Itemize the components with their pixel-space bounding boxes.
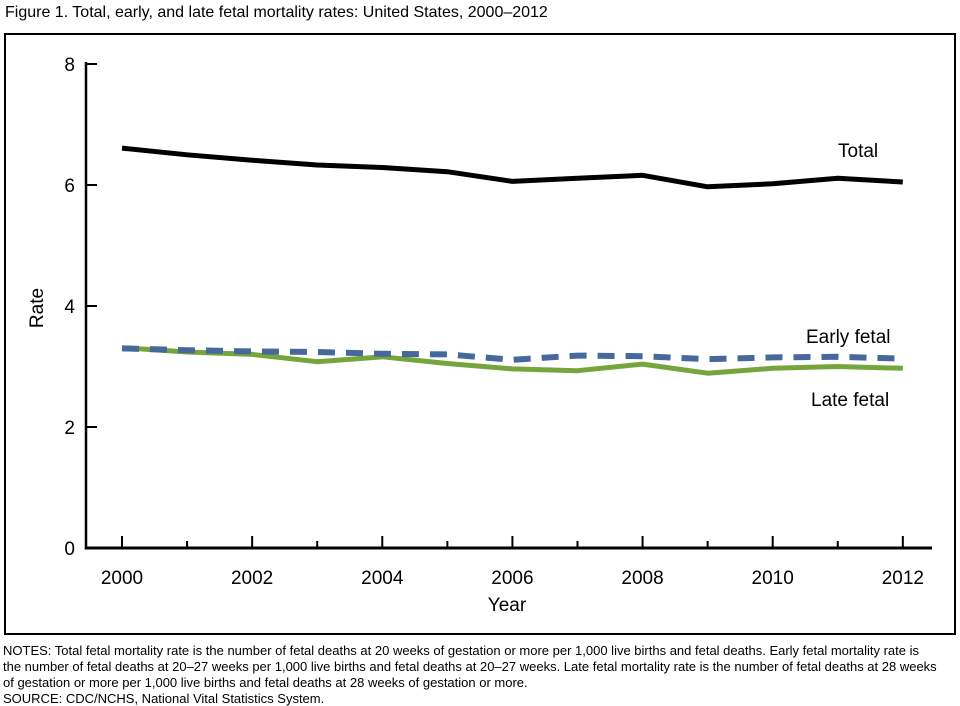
y-tick-label: 6 bbox=[64, 176, 75, 197]
x-tick-label: 2002 bbox=[231, 568, 273, 589]
y-tick-label: 0 bbox=[64, 539, 75, 560]
series-line-total bbox=[121, 145, 903, 190]
y-tick-label: 4 bbox=[64, 297, 75, 318]
series-line-early-fetal bbox=[121, 345, 903, 363]
series-label-late-fetal: Late fetal bbox=[811, 390, 890, 411]
x-tick-label: 2006 bbox=[491, 568, 533, 589]
y-tick-label: 8 bbox=[64, 55, 75, 76]
notes-line: NOTES: Total fetal mortality rate is the… bbox=[3, 643, 919, 658]
x-tick-label: 2008 bbox=[621, 568, 663, 589]
series-label-early-fetal: Early fetal bbox=[806, 327, 891, 348]
x-tick-label: 2004 bbox=[361, 568, 404, 589]
x-axis-title: Year bbox=[487, 595, 527, 616]
series-line-late-fetal bbox=[121, 345, 903, 376]
x-tick-label: 2000 bbox=[101, 568, 143, 589]
notes-line: of gestation or more per 1,000 live birt… bbox=[3, 675, 528, 690]
plot-area: 0 2 4 6 8 2000 2002 2004 2006 2008 2010 2012 bbox=[64, 55, 932, 589]
notes-source: SOURCE: CDC/NCHS, National Vital Statist… bbox=[3, 691, 325, 706]
x-tick-label: 2010 bbox=[752, 568, 794, 589]
y-tick-label: 2 bbox=[64, 418, 75, 439]
notes-line: the number of fetal deaths at 20–27 week… bbox=[3, 659, 937, 674]
chart-frame bbox=[4, 33, 956, 635]
x-tick-label: 2012 bbox=[882, 568, 924, 589]
series-label-total: Total bbox=[838, 141, 879, 162]
figure-notes: NOTES: Total fetal mortality rate is the… bbox=[3, 643, 957, 706]
y-axis-title: Rate bbox=[27, 287, 48, 329]
figure-title: Figure 1. Total, early, and late fetal m… bbox=[5, 4, 548, 21]
